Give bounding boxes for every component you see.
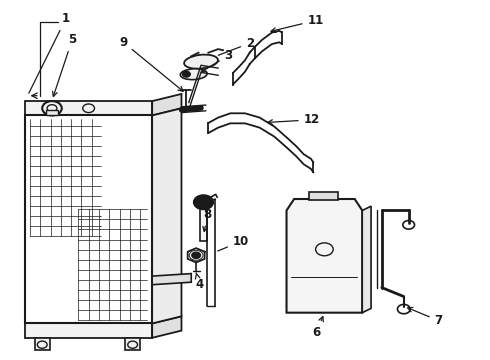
Circle shape — [182, 71, 190, 77]
Bar — [25, 116, 152, 323]
Text: 7: 7 — [408, 307, 442, 327]
Bar — [46, 110, 58, 116]
Circle shape — [192, 252, 200, 258]
Polygon shape — [152, 94, 181, 116]
Text: 3: 3 — [201, 49, 233, 72]
Bar — [125, 338, 140, 350]
Text: 1: 1 — [29, 12, 70, 93]
Text: 9: 9 — [119, 36, 183, 91]
Text: 11: 11 — [271, 14, 324, 32]
Polygon shape — [287, 199, 362, 313]
Ellipse shape — [184, 55, 218, 69]
Circle shape — [194, 195, 213, 210]
Ellipse shape — [180, 69, 207, 80]
Bar — [25, 101, 152, 116]
Text: 2: 2 — [218, 37, 254, 55]
Bar — [35, 338, 49, 350]
Bar — [200, 205, 207, 241]
Text: 6: 6 — [313, 316, 323, 339]
Bar — [25, 323, 152, 338]
Polygon shape — [152, 274, 191, 285]
Text: 10: 10 — [218, 235, 249, 251]
Bar — [309, 192, 338, 200]
Polygon shape — [152, 316, 181, 338]
Text: 8: 8 — [203, 208, 212, 231]
Text: 4: 4 — [195, 273, 203, 291]
Text: 5: 5 — [52, 33, 76, 96]
Text: 12: 12 — [268, 113, 320, 126]
Polygon shape — [152, 108, 181, 323]
Polygon shape — [362, 206, 371, 313]
